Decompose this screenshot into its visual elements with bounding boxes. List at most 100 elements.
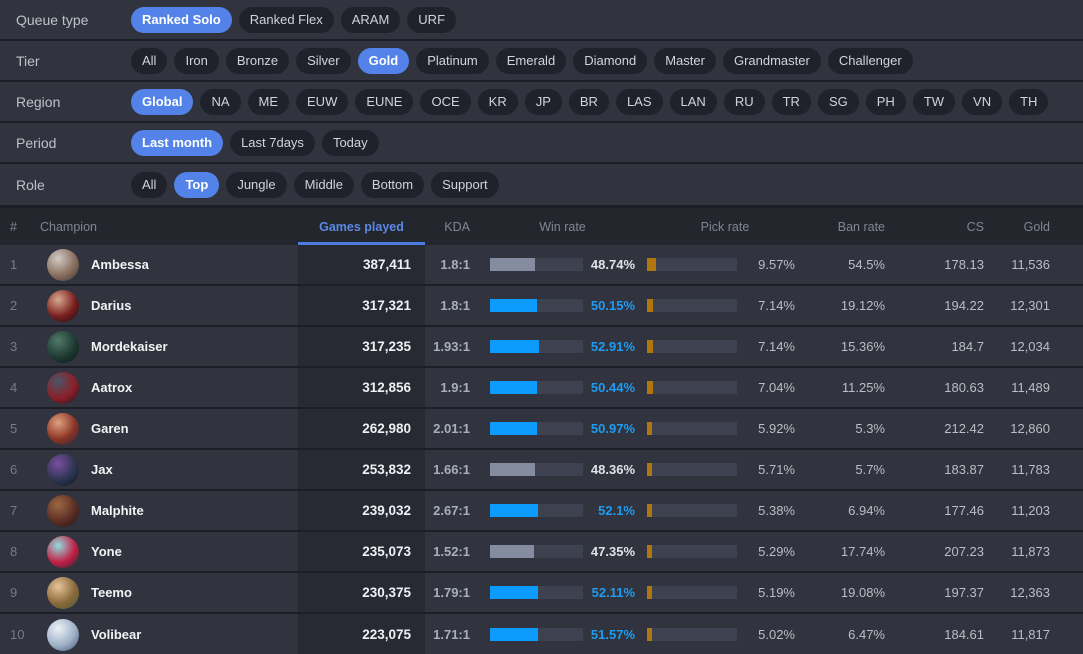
filter-option-tw[interactable]: TW [912, 88, 956, 115]
table-row[interactable]: 5 Garen 262,980 2.01:1 50.97% 5.92% 5.3%… [0, 409, 1083, 450]
col-header-pick-rate[interactable]: Pick rate [700, 219, 750, 234]
filter-option-challenger[interactable]: Challenger [827, 47, 913, 74]
filter-option-last-month[interactable]: Last month [131, 129, 224, 156]
win-rate-value: 48.74% [590, 257, 635, 272]
filter-option-middle[interactable]: Middle [293, 171, 354, 198]
table-row[interactable]: 7 Malphite 239,032 2.67:1 52.1% 5.38% 6.… [0, 491, 1083, 532]
champion-name[interactable]: Teemo [91, 585, 132, 600]
filter-row-role: Role All Top Jungle Middle Bottom Support [0, 164, 1083, 205]
champion-name[interactable]: Mordekaiser [91, 339, 168, 354]
filter-option-all[interactable]: All [131, 47, 168, 74]
ban-rate-value: 54.5% [848, 257, 885, 272]
filter-option-diamond[interactable]: Diamond [573, 47, 648, 74]
filter-option-las[interactable]: LAS [615, 88, 663, 115]
filter-option-tr[interactable]: TR [771, 88, 811, 115]
table-row[interactable]: 9 Teemo 230,375 1.79:1 52.11% 5.19% 19.0… [0, 573, 1083, 614]
filter-option-sg[interactable]: SG [817, 88, 859, 115]
filter-row-region: Region Global NA ME EUW EUNE OCE KR JP BR LAS LAN R… [0, 82, 1083, 123]
games-played-value: 312,856 [298, 368, 425, 407]
champion-name[interactable]: Aatrox [91, 380, 133, 395]
champion-avatar [47, 371, 79, 404]
col-header-win-rate[interactable]: Win rate [539, 219, 586, 234]
table-row[interactable]: 3 Mordekaiser 317,235 1.93:1 52.91% 7.14… [0, 327, 1083, 368]
filter-row-period: Period Last month Last 7days Today [0, 123, 1083, 164]
champion-avatar [47, 248, 79, 281]
cs-value: 183.87 [944, 462, 984, 477]
ban-rate-value: 17.74% [840, 544, 885, 559]
gold-value: 11,783 [1011, 462, 1050, 477]
pick-rate-value: 5.29% [758, 544, 795, 559]
filter-option-silver[interactable]: Silver [296, 47, 351, 74]
kda-value: 1.52:1 [433, 544, 470, 559]
gold-value: 11,817 [1011, 627, 1050, 642]
filter-option-lan[interactable]: LAN [669, 88, 717, 115]
champion-name[interactable]: Ambessa [91, 257, 149, 272]
filter-options-tier: All Iron Bronze Silver Gold Platinum Emerald Di… [131, 47, 913, 74]
champion-name[interactable]: Malphite [91, 503, 144, 518]
gold-value: 12,363 [1010, 585, 1050, 600]
col-header-gold[interactable]: Gold [1023, 219, 1050, 234]
filter-option-top[interactable]: Top [174, 171, 220, 198]
filter-option-br[interactable]: BR [568, 88, 609, 115]
gold-value: 12,034 [1010, 339, 1050, 354]
kda-value: 1.66:1 [433, 462, 470, 477]
filter-option-last-7days[interactable]: Last 7days [230, 129, 315, 156]
filter-option-iron[interactable]: Iron [174, 47, 219, 74]
filter-option-ph[interactable]: PH [865, 88, 906, 115]
champion-name[interactable]: Darius [91, 298, 132, 313]
filter-option-support[interactable]: Support [431, 171, 499, 198]
win-rate-bar [490, 258, 583, 271]
filter-option-bottom[interactable]: Bottom [360, 171, 425, 198]
ban-rate-value: 6.94% [848, 503, 885, 518]
filter-option-today[interactable]: Today [321, 129, 379, 156]
filter-option-urf[interactable]: URF [407, 6, 457, 33]
table-row[interactable]: 8 Yone 235,073 1.52:1 47.35% 5.29% 17.74… [0, 532, 1083, 573]
ban-rate-value: 15.36% [840, 339, 885, 354]
table-row[interactable]: 4 Aatrox 312,856 1.9:1 50.44% 7.04% 11.2… [0, 368, 1083, 409]
filter-option-euw[interactable]: EUW [296, 88, 349, 115]
games-played-value: 317,321 [298, 286, 425, 325]
filter-option-jp[interactable]: JP [524, 88, 562, 115]
cs-value: 184.61 [944, 627, 984, 642]
champion-name[interactable]: Jax [91, 462, 113, 477]
filter-option-th[interactable]: TH [1009, 88, 1049, 115]
filter-option-ranked-solo[interactable]: Ranked Solo [131, 6, 232, 33]
filter-label-period: Period [16, 134, 57, 151]
filter-option-vn[interactable]: VN [962, 88, 1003, 115]
champion-name[interactable]: Yone [91, 544, 122, 559]
rank-number: 1 [10, 257, 18, 272]
rank-number: 5 [10, 421, 18, 436]
table-row[interactable]: 1 Ambessa 387,411 1.8:1 48.74% 9.57% 54.… [0, 245, 1083, 286]
filter-option-eune[interactable]: EUNE [355, 88, 414, 115]
filter-option-grandmaster[interactable]: Grandmaster [722, 47, 821, 74]
col-header-cs[interactable]: CS [966, 219, 984, 234]
kda-value: 1.79:1 [433, 585, 470, 600]
filter-option-jungle[interactable]: Jungle [226, 171, 287, 198]
col-header-ban-rate[interactable]: Ban rate [837, 219, 885, 234]
rank-number: 2 [10, 298, 18, 313]
filter-option-oce[interactable]: OCE [420, 88, 471, 115]
filter-option-gold[interactable]: Gold [357, 47, 410, 74]
filter-option-na[interactable]: NA [200, 88, 241, 115]
filter-option-master[interactable]: Master [654, 47, 716, 74]
filter-option-ru[interactable]: RU [723, 88, 765, 115]
filter-option-bronze[interactable]: Bronze [225, 47, 290, 74]
pick-rate-value: 7.14% [758, 298, 795, 313]
table-row[interactable]: 2 Darius 317,321 1.8:1 50.15% 7.14% 19.1… [0, 286, 1083, 327]
filter-option-all[interactable]: All [131, 171, 168, 198]
pick-rate-value: 7.04% [758, 380, 795, 395]
col-header-kda[interactable]: KDA [444, 219, 470, 234]
table-row[interactable]: 10 Volibear 223,075 1.71:1 51.57% 5.02% … [0, 614, 1083, 654]
champion-name[interactable]: Volibear [91, 627, 142, 642]
table-row[interactable]: 6 Jax 253,832 1.66:1 48.36% 5.71% 5.7% 1… [0, 450, 1083, 491]
filter-option-aram[interactable]: ARAM [340, 6, 401, 33]
filter-option-me[interactable]: ME [247, 88, 290, 115]
filter-option-global[interactable]: Global [131, 88, 194, 115]
filter-option-ranked-flex[interactable]: Ranked Flex [238, 6, 334, 33]
champion-name[interactable]: Garen [91, 421, 129, 436]
filter-option-platinum[interactable]: Platinum [416, 47, 489, 74]
filter-option-kr[interactable]: KR [477, 88, 518, 115]
filter-option-emerald[interactable]: Emerald [495, 47, 567, 74]
col-header-games-played[interactable]: Games played [298, 208, 425, 245]
